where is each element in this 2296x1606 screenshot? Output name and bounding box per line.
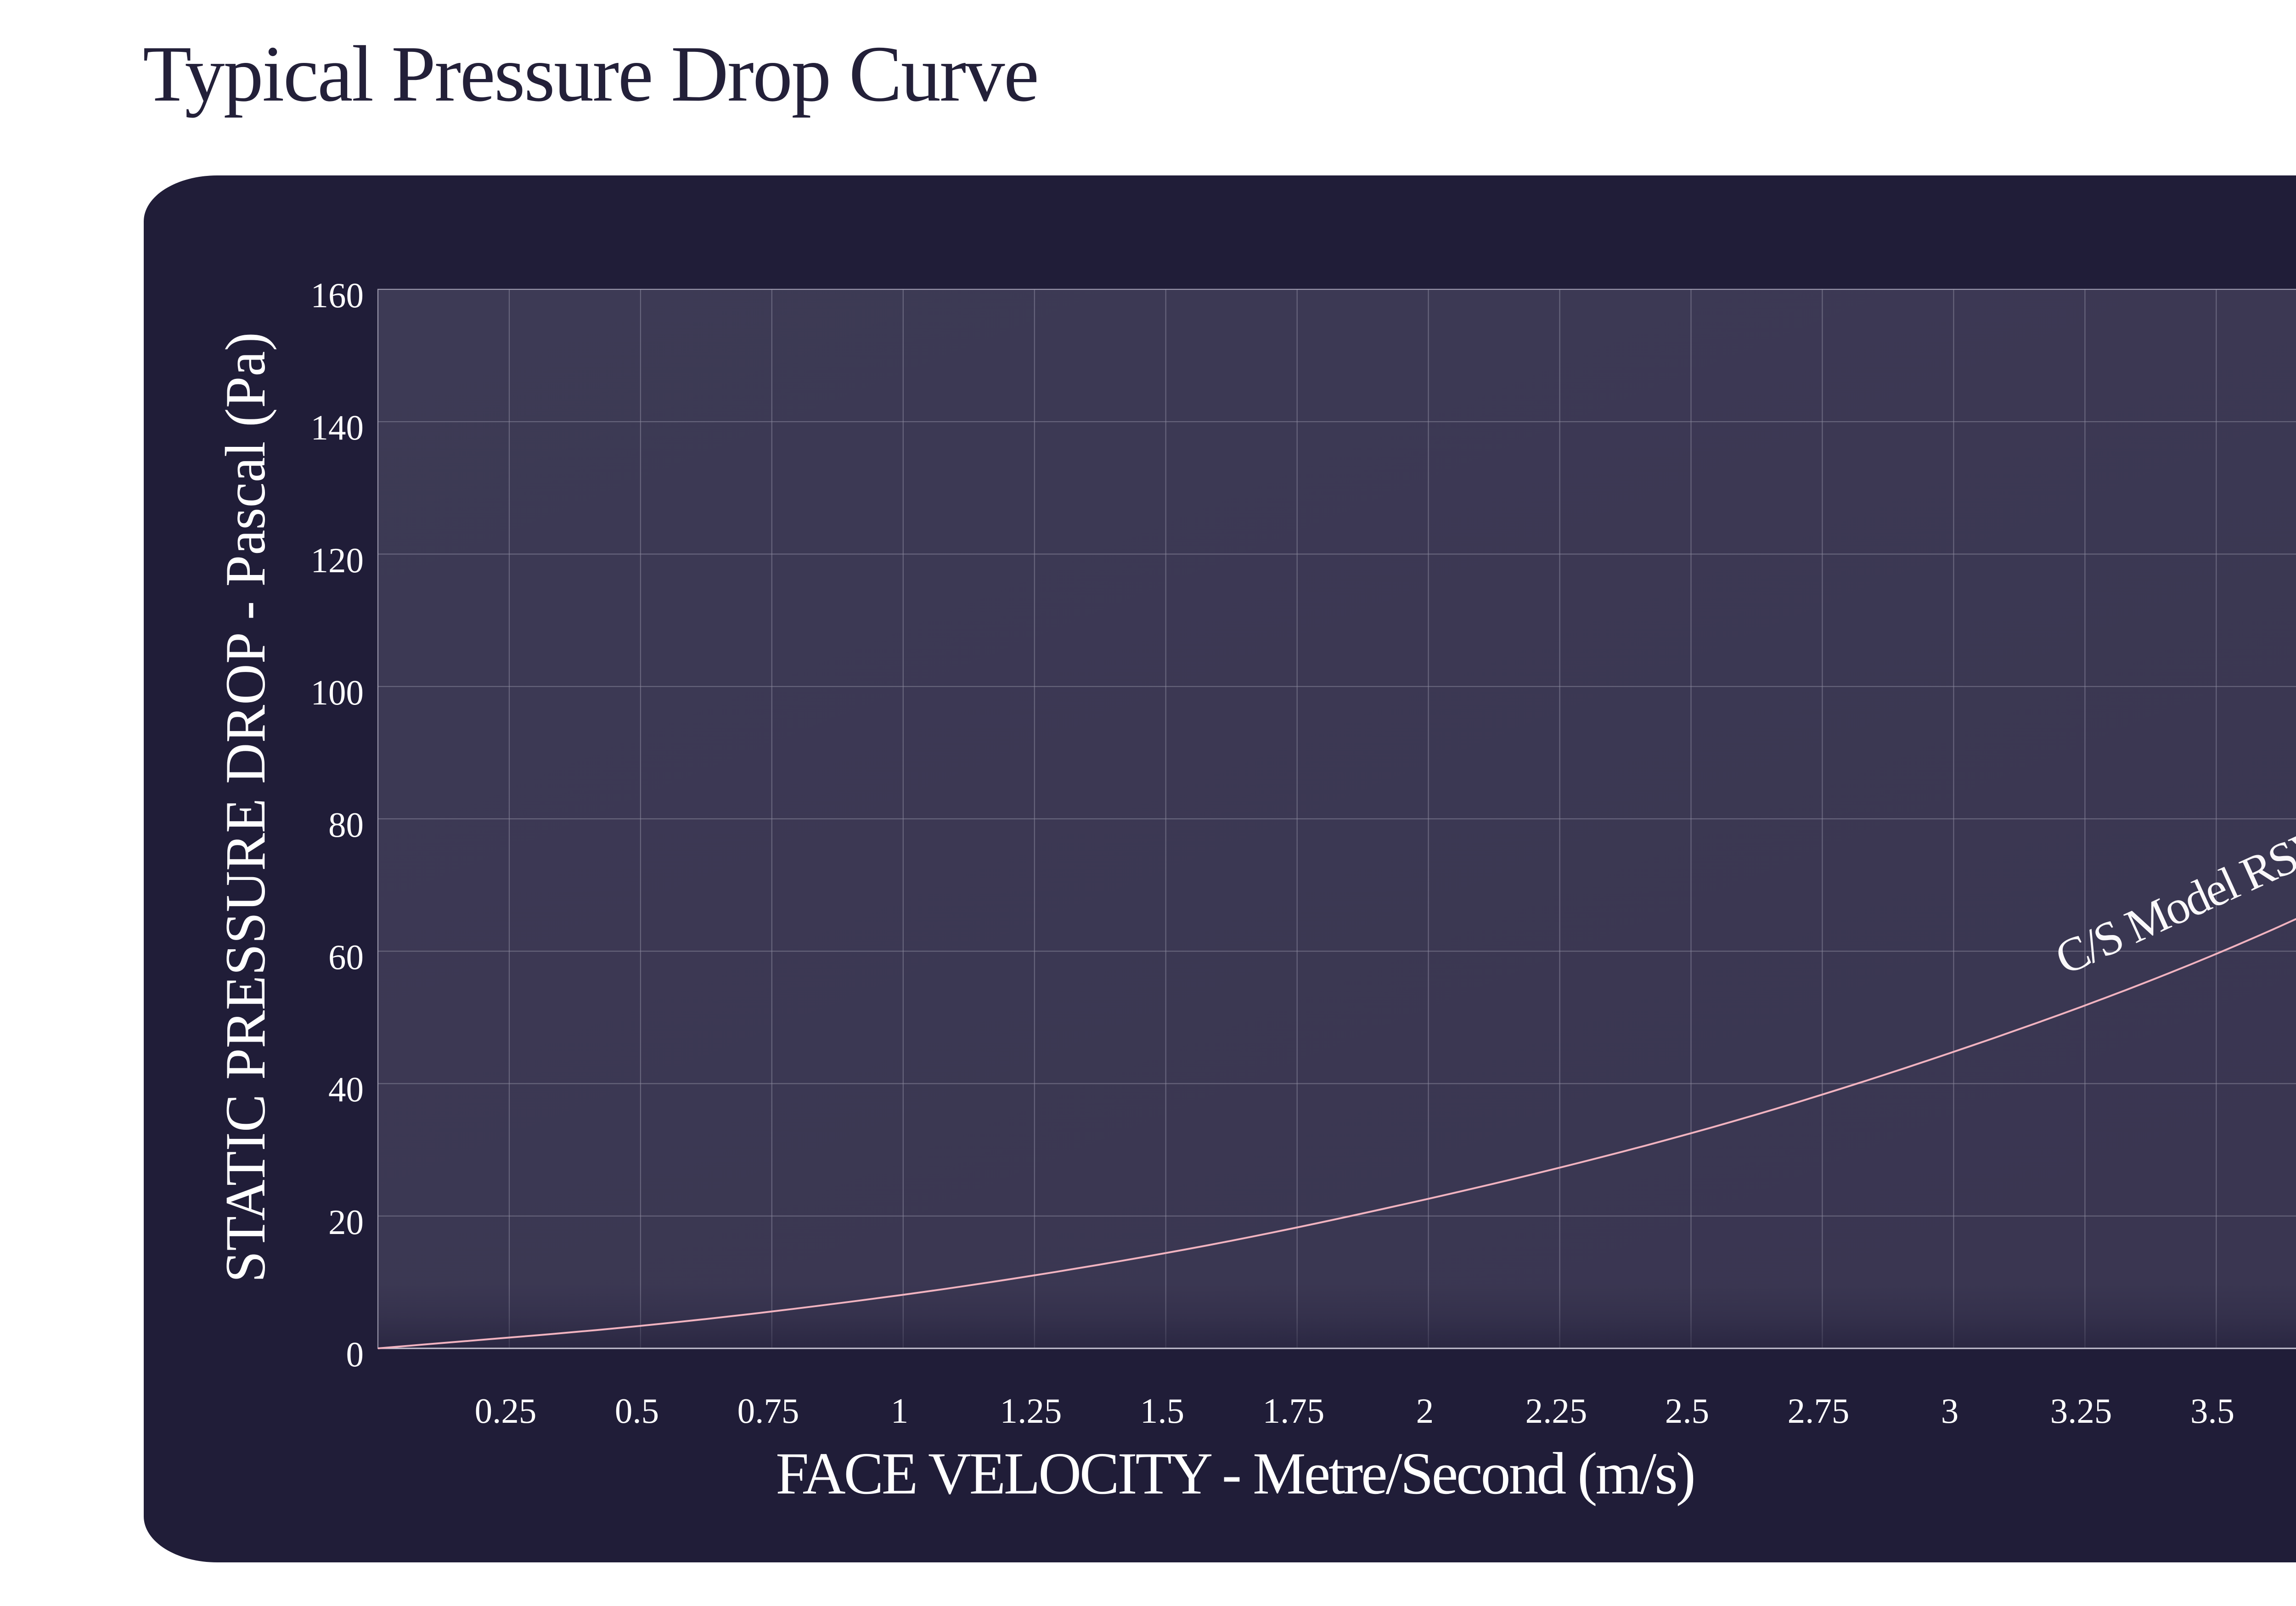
svg-text:0.25: 0.25 — [475, 1391, 537, 1431]
svg-text:20: 20 — [328, 1202, 364, 1242]
svg-text:1.75: 1.75 — [1263, 1391, 1325, 1431]
svg-text:2.5: 2.5 — [1665, 1391, 1709, 1431]
svg-text:FACE VELOCITY - Metre/Second (: FACE VELOCITY - Metre/Second (m/s) — [776, 1441, 1694, 1507]
svg-text:2.75: 2.75 — [1788, 1391, 1850, 1431]
svg-text:1.25: 1.25 — [1000, 1391, 1062, 1431]
svg-text:2: 2 — [1416, 1391, 1434, 1431]
svg-text:100: 100 — [311, 673, 364, 712]
svg-text:1: 1 — [891, 1391, 909, 1431]
svg-text:40: 40 — [328, 1070, 364, 1109]
svg-text:STATIC PRESSURE DROP - Pascal: STATIC PRESSURE DROP - Pascal (Pa) — [214, 332, 277, 1283]
svg-text:3.5: 3.5 — [2190, 1391, 2234, 1431]
svg-text:0: 0 — [346, 1335, 364, 1374]
svg-text:140: 140 — [311, 408, 364, 447]
svg-text:3: 3 — [1941, 1391, 1959, 1431]
svg-text:0.5: 0.5 — [615, 1391, 659, 1431]
svg-text:1.5: 1.5 — [1140, 1391, 1184, 1431]
svg-text:60: 60 — [328, 937, 364, 977]
svg-text:120: 120 — [311, 541, 364, 580]
svg-text:2.25: 2.25 — [1525, 1391, 1587, 1431]
svg-text:Typical Pressure Drop Curve: Typical Pressure Drop Curve — [143, 29, 1038, 118]
svg-text:80: 80 — [328, 805, 364, 845]
svg-text:160: 160 — [311, 276, 364, 315]
svg-text:3.25: 3.25 — [2050, 1391, 2112, 1431]
svg-text:0.75: 0.75 — [737, 1391, 799, 1431]
